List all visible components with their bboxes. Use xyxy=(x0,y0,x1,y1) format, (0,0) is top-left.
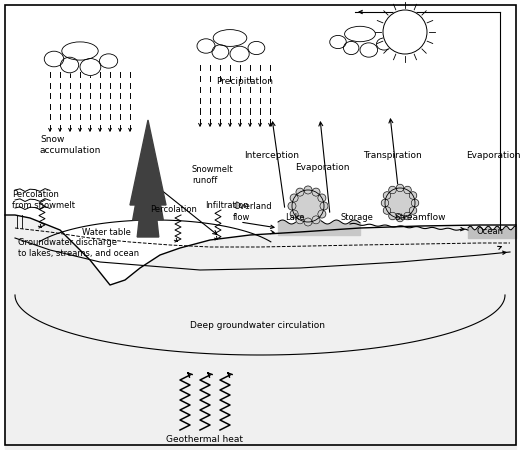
Text: Overland
flow: Overland flow xyxy=(233,202,271,222)
Circle shape xyxy=(318,194,326,202)
Circle shape xyxy=(312,216,320,224)
Text: Geothermal heat: Geothermal heat xyxy=(167,436,243,445)
Text: Water table: Water table xyxy=(82,228,131,237)
Circle shape xyxy=(320,202,328,210)
Text: Lake: Lake xyxy=(285,213,305,222)
Circle shape xyxy=(409,207,417,214)
Text: Infiltration: Infiltration xyxy=(205,201,249,210)
Circle shape xyxy=(404,212,411,220)
Ellipse shape xyxy=(230,46,249,62)
Ellipse shape xyxy=(60,57,79,73)
Polygon shape xyxy=(130,120,166,205)
Text: Evaporation: Evaporation xyxy=(295,163,349,172)
Text: Streamflow: Streamflow xyxy=(394,213,446,222)
Circle shape xyxy=(409,192,417,199)
Circle shape xyxy=(318,210,326,218)
Polygon shape xyxy=(137,140,159,237)
Circle shape xyxy=(304,186,312,194)
Text: Ocean: Ocean xyxy=(477,228,503,237)
Text: Deep groundwater circulation: Deep groundwater circulation xyxy=(191,320,326,329)
Ellipse shape xyxy=(377,38,392,50)
Polygon shape xyxy=(133,135,163,220)
Circle shape xyxy=(389,186,396,194)
Text: Percolation: Percolation xyxy=(150,206,197,215)
Circle shape xyxy=(411,199,419,207)
Circle shape xyxy=(304,218,312,226)
Text: Storage: Storage xyxy=(341,213,374,222)
Text: Transpiration: Transpiration xyxy=(363,150,421,159)
Text: Snowmelt
runoff: Snowmelt runoff xyxy=(192,165,233,184)
Ellipse shape xyxy=(212,45,229,59)
Circle shape xyxy=(290,194,298,202)
Ellipse shape xyxy=(360,43,378,57)
Circle shape xyxy=(389,212,396,220)
Circle shape xyxy=(383,207,391,214)
Text: Evaporation: Evaporation xyxy=(466,150,520,159)
Circle shape xyxy=(296,216,304,224)
Circle shape xyxy=(381,199,389,207)
Text: Percolation
from snowmelt: Percolation from snowmelt xyxy=(12,190,75,210)
Text: Interception: Interception xyxy=(244,150,300,159)
Ellipse shape xyxy=(62,42,98,60)
Circle shape xyxy=(290,210,298,218)
Circle shape xyxy=(292,190,324,222)
Ellipse shape xyxy=(80,58,101,76)
Ellipse shape xyxy=(197,39,215,53)
Circle shape xyxy=(396,214,404,222)
Circle shape xyxy=(385,188,415,218)
Circle shape xyxy=(296,188,304,196)
Ellipse shape xyxy=(330,36,346,49)
Ellipse shape xyxy=(100,54,118,68)
Circle shape xyxy=(383,10,427,54)
Circle shape xyxy=(404,186,411,194)
Text: Groundwater discharge
to lakes, streams, and ocean: Groundwater discharge to lakes, streams,… xyxy=(18,238,139,258)
Circle shape xyxy=(312,188,320,196)
Ellipse shape xyxy=(344,26,376,42)
Text: Snow
accumulation: Snow accumulation xyxy=(40,135,102,155)
Ellipse shape xyxy=(44,51,64,67)
Circle shape xyxy=(383,192,391,199)
Text: Precipitation: Precipitation xyxy=(217,77,274,86)
Circle shape xyxy=(396,184,404,192)
Circle shape xyxy=(288,202,296,210)
Ellipse shape xyxy=(213,30,247,46)
Ellipse shape xyxy=(343,41,359,54)
Ellipse shape xyxy=(248,41,265,54)
